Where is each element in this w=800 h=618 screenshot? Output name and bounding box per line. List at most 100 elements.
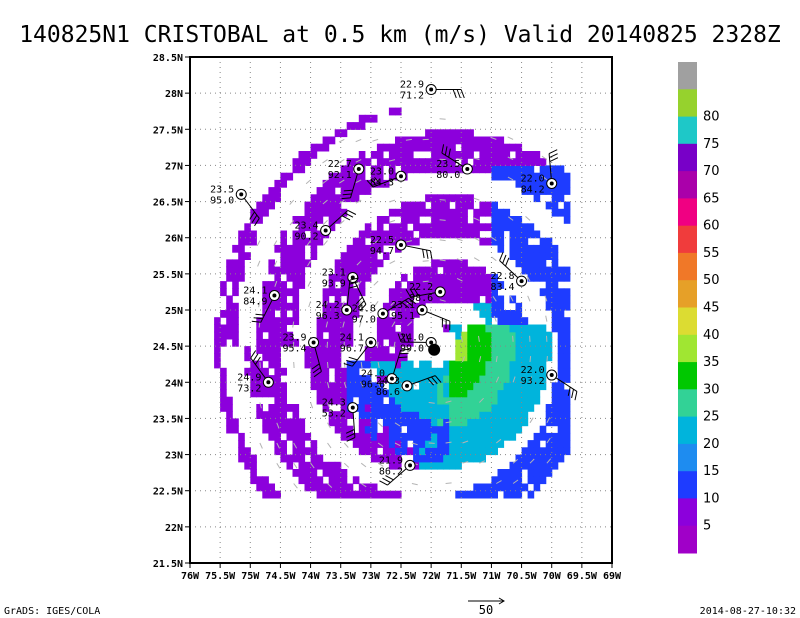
field-cell: [376, 389, 384, 398]
field-cell: [298, 447, 306, 456]
field-cell: [437, 158, 444, 166]
field-cell: [563, 346, 571, 354]
field-cell: [557, 432, 565, 441]
field-cell: [527, 273, 535, 282]
field-cell: [376, 346, 384, 354]
field-cell: [563, 172, 571, 181]
field-cell: [395, 295, 402, 304]
colorbar-segment: [678, 443, 697, 472]
footer-timestamp: 2014-08-27-10:32: [700, 606, 796, 617]
wind-speed-field: [214, 107, 571, 499]
field-cell: [443, 454, 450, 463]
field-cell: [407, 208, 414, 217]
field-cell: [268, 346, 275, 354]
field-cell: [382, 367, 390, 376]
field-cell: [539, 454, 547, 463]
field-cell: [364, 273, 372, 282]
station-rh: 84.3: [370, 177, 394, 188]
field-cell: [316, 324, 324, 333]
field-cell: [497, 172, 505, 181]
field-cell: [545, 295, 553, 304]
field-cell: [467, 375, 474, 383]
field-cell: [370, 396, 378, 405]
field-cell: [388, 288, 396, 297]
wind-vector: [473, 217, 480, 221]
field-cell: [310, 454, 318, 463]
field-cell: [479, 237, 486, 246]
field-cell: [407, 143, 414, 152]
field-cell: [334, 367, 342, 376]
field-cell: [467, 266, 474, 275]
field-cell: [515, 237, 523, 246]
field-cell: [527, 259, 535, 268]
field-cell: [563, 389, 571, 398]
field-cell: [431, 273, 438, 282]
field-cell: [431, 454, 438, 463]
field-cell: [443, 295, 450, 304]
field-cell: [497, 324, 505, 333]
field-cell: [545, 411, 553, 419]
field-cell: [256, 201, 263, 210]
field-cell: [382, 389, 390, 398]
field-cell: [521, 346, 529, 354]
wind-vector: [439, 299, 446, 302]
field-cell: [545, 346, 553, 354]
field-cell: [413, 223, 420, 232]
field-cell: [388, 107, 396, 116]
wind-barb-flag: [401, 301, 410, 309]
wind-barb-flag: [456, 89, 461, 99]
wind-barb-flag: [441, 144, 445, 154]
field-cell: [292, 237, 300, 246]
station-rh: 95.1: [391, 311, 415, 322]
field-cell: [407, 418, 414, 427]
field-cell: [388, 432, 396, 441]
field-cell: [491, 151, 498, 159]
field-cell: [419, 418, 426, 427]
wind-vector: [546, 356, 548, 363]
field-cell: [521, 165, 529, 174]
field-cell: [214, 346, 221, 354]
field-cell: [395, 338, 402, 347]
field-cell: [413, 418, 420, 427]
field-cell: [328, 273, 336, 282]
field-cell: [557, 187, 565, 195]
field-cell: [413, 302, 420, 311]
field-cell: [479, 136, 486, 145]
wind-vector: [341, 301, 345, 307]
field-cell: [292, 281, 300, 289]
field-cell: [346, 375, 354, 383]
field-cell: [551, 201, 559, 210]
field-cell: [407, 165, 414, 174]
field-cell: [292, 259, 300, 268]
field-cell: [401, 389, 408, 398]
field-cell: [310, 353, 318, 362]
field-cell: [220, 382, 227, 391]
field-cell: [497, 136, 505, 145]
field-cell: [286, 404, 294, 412]
field-cell: [334, 259, 342, 268]
field-cell: [340, 389, 348, 398]
field-cell: [449, 389, 456, 398]
field-cell: [473, 230, 480, 239]
field-cell: [298, 230, 306, 239]
field-cell: [527, 476, 535, 485]
station-temp: 24.9: [237, 372, 261, 383]
field-cell: [286, 288, 294, 297]
field-cell: [346, 324, 354, 333]
field-cell: [539, 360, 547, 369]
field-cell: [503, 411, 511, 419]
field-cell: [250, 230, 257, 239]
wind-vector: [310, 462, 315, 469]
wind-vector: [293, 442, 298, 449]
field-cell: [304, 432, 312, 441]
field-cell: [370, 151, 378, 159]
field-cell: [455, 295, 462, 304]
field-cell: [437, 273, 444, 282]
field-cell: [479, 151, 486, 159]
field-cell: [407, 360, 414, 369]
wind-vector: [256, 240, 261, 247]
field-cell: [358, 382, 366, 391]
field-cell: [443, 425, 450, 434]
wind-barb-flag: [312, 367, 321, 374]
field-cell: [262, 389, 269, 398]
